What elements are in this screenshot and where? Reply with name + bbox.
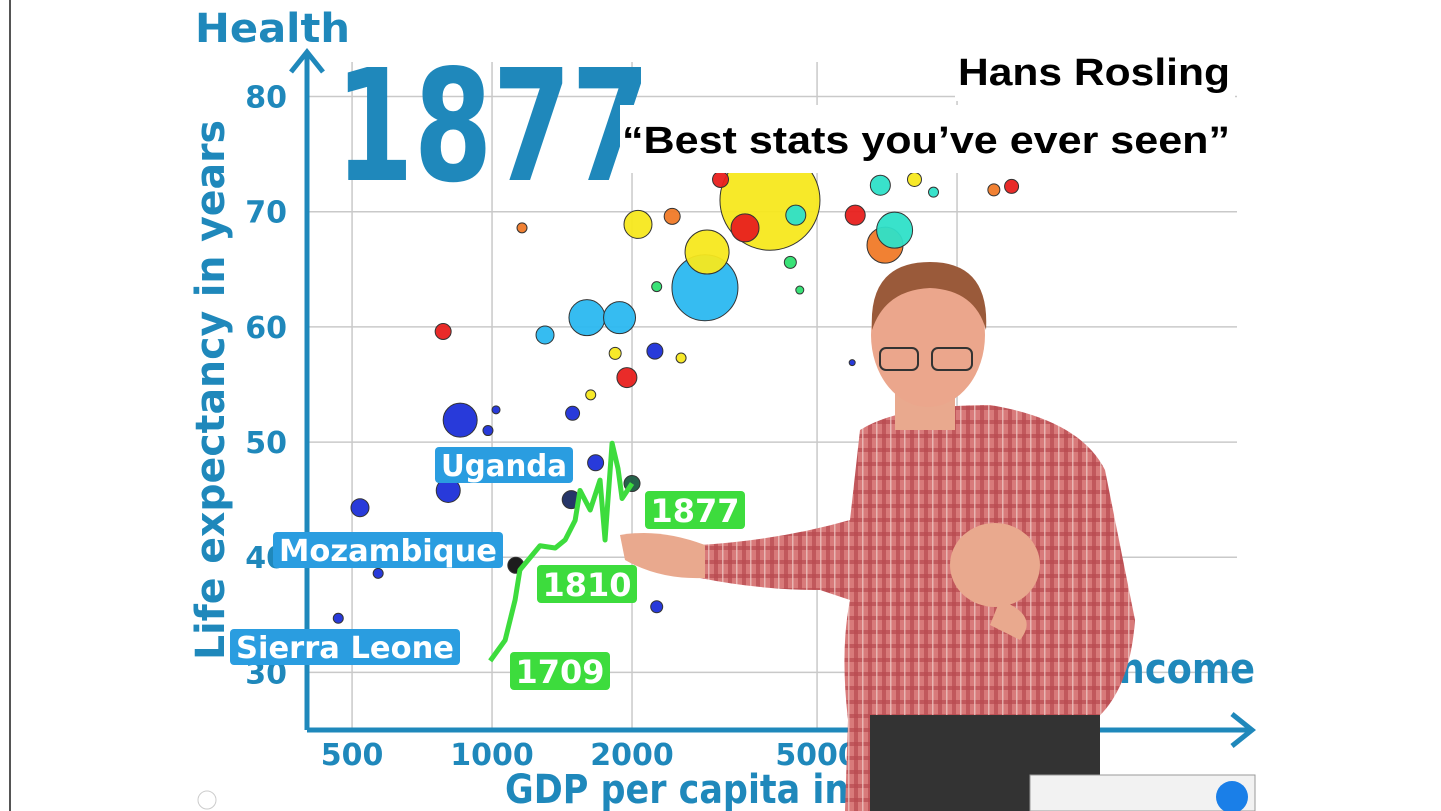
bubble: [713, 171, 729, 187]
y-tick-label: 60: [245, 311, 287, 346]
bubble: [651, 601, 663, 613]
bubble: [609, 347, 621, 359]
year-label: 1709: [515, 653, 604, 691]
bubble: [588, 455, 604, 471]
bubble: [849, 360, 855, 366]
y-tick-label: 80: [245, 81, 287, 116]
page: 304050607080500100020005000100001877 Lif…: [0, 0, 1441, 811]
country-label: Mozambique: [279, 534, 497, 569]
year-title: 1877: [335, 36, 650, 217]
bubble: [685, 230, 729, 274]
bubble: [586, 390, 596, 400]
bubble: [517, 223, 527, 233]
bubble: [443, 403, 477, 437]
quote: “Best stats you’ve ever seen”: [622, 120, 1230, 162]
country-label: Sierra Leone: [236, 631, 454, 666]
bubble: [664, 208, 680, 224]
bubble: [435, 324, 451, 340]
bubble: [569, 300, 605, 336]
bubble: [877, 212, 913, 248]
bubble: [647, 343, 663, 359]
bubble: [624, 210, 652, 238]
bubble: [566, 406, 580, 420]
bubble: [373, 568, 383, 578]
bubble: [784, 256, 796, 268]
bubble: [333, 613, 343, 623]
bubble: [786, 205, 806, 225]
year-label: 1877: [650, 492, 739, 530]
y-axis-title: Life expectancy in years: [188, 120, 234, 660]
x-tick-label: 500: [321, 738, 384, 773]
bubble: [907, 172, 921, 186]
bubble: [536, 326, 554, 344]
video-frame: 304050607080500100020005000100001877 Lif…: [0, 0, 1441, 811]
bubble: [617, 368, 637, 388]
bubble: [796, 286, 804, 294]
bubble: [652, 282, 662, 292]
bubble: [351, 499, 369, 517]
bubble: [731, 214, 759, 242]
bubble: [988, 184, 1000, 196]
speaker-name: Hans Rosling: [958, 52, 1230, 94]
bubble: [1005, 179, 1019, 193]
bubble: [483, 426, 493, 436]
y-tick-label: 70: [245, 196, 287, 231]
country-label: Uganda: [441, 449, 567, 484]
bubble: [929, 187, 939, 197]
bubble: [676, 353, 686, 363]
bubble: [845, 205, 865, 225]
top-label: Health: [195, 6, 350, 52]
bubble: [604, 302, 636, 334]
year-label: 1810: [542, 566, 631, 604]
bubble: [492, 406, 500, 414]
y-tick-label: 50: [245, 426, 287, 461]
bubble: [870, 175, 890, 195]
